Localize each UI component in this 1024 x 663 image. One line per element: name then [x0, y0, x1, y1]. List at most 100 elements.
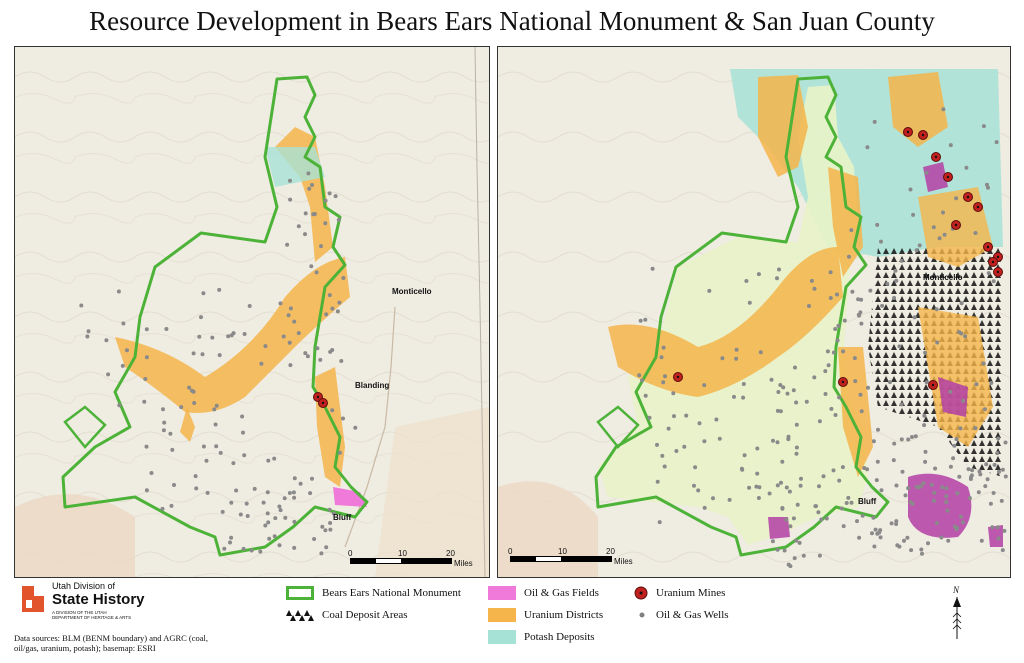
oil-gas-well	[982, 124, 986, 128]
oil-gas-well	[744, 279, 748, 283]
oil-gas-well	[860, 409, 864, 413]
oil-gas-well	[853, 356, 857, 360]
oil-gas-well	[648, 416, 652, 420]
oil-gas-well	[866, 386, 870, 390]
oil-gas-well	[946, 539, 950, 543]
oil-gas-well	[693, 465, 697, 469]
oil-gas-well	[935, 521, 939, 525]
oil-gas-well	[319, 551, 323, 555]
oil-gas-well	[170, 504, 174, 508]
oil-gas-well	[777, 268, 781, 272]
legend-label-uranium-mines: Uranium Mines	[656, 587, 725, 599]
oil-gas-well	[858, 310, 862, 314]
oil-gas-well	[776, 390, 780, 394]
oil-gas-well	[292, 320, 296, 324]
legend-uranium-mines: Uranium Mines	[634, 586, 725, 600]
oil-gas-well	[651, 267, 655, 271]
oil-gas-well	[145, 327, 149, 331]
oil-gas-well	[909, 188, 913, 192]
oil-gas-well	[992, 279, 996, 283]
oil-gas-well	[277, 505, 281, 509]
legend-label-uranium-districts: Uranium Districts	[524, 609, 603, 621]
oil-gas-well	[324, 312, 328, 316]
oil-gas-well	[771, 439, 775, 443]
oil-gas-well	[816, 510, 820, 514]
oil-gas-well	[948, 390, 952, 394]
oil-gas-well	[759, 350, 763, 354]
oil-gas-well	[145, 488, 149, 492]
uranium-mine-center	[947, 176, 949, 178]
map-left-panel[interactable]: Monticello Blanding Bluff 0 10 20 Miles	[14, 46, 490, 578]
oil-gas-well	[841, 465, 845, 469]
oil-gas-well	[172, 483, 176, 487]
oil-gas-well	[837, 395, 841, 399]
oil-gas-well	[795, 446, 799, 450]
oil-gas-well	[919, 548, 923, 552]
oil-gas-well	[253, 487, 257, 491]
oil-gas-well	[959, 515, 963, 519]
oil-gas-well	[910, 435, 914, 439]
oil-gas-well	[857, 536, 861, 540]
legend-label-coal: Coal Deposit Areas	[322, 609, 408, 621]
oil-gas-well	[242, 453, 246, 457]
oil-gas-well	[720, 356, 724, 360]
oil-gas-well	[933, 467, 937, 471]
oil-gas-well	[199, 315, 203, 319]
oil-gas-well	[795, 452, 799, 456]
oil-gas-well	[990, 525, 994, 529]
oilgas-field-aneth	[908, 474, 971, 538]
uranium-mine-center	[977, 206, 979, 208]
oil-gas-well	[187, 386, 191, 390]
oil-gas-well	[865, 145, 869, 149]
oil-gas-well	[837, 479, 841, 483]
oil-gas-well	[974, 231, 978, 235]
legend-swatch-wells	[638, 608, 648, 622]
north-arrow: N	[944, 585, 970, 641]
map-left-svg	[15, 47, 489, 577]
legend-swatch-potash	[488, 630, 516, 644]
scale-tick-0: 0	[348, 549, 352, 558]
oil-gas-well	[930, 483, 934, 487]
oil-gas-well	[841, 349, 845, 353]
uranium-mine-center	[967, 196, 969, 198]
oil-gas-well	[299, 482, 303, 486]
state-history-logo: Utah Division of State History A DIVISIO…	[18, 582, 198, 622]
oil-gas-well	[880, 488, 884, 492]
oil-gas-well	[241, 431, 245, 435]
oil-gas-well	[742, 382, 746, 386]
oil-gas-well	[757, 496, 761, 500]
north-arrow-icon	[944, 597, 970, 641]
oil-gas-well	[871, 516, 875, 520]
oil-gas-well	[849, 228, 853, 232]
oil-gas-well	[231, 461, 235, 465]
legend-coal: Coal Deposit Areas	[286, 608, 408, 622]
oil-gas-well	[943, 233, 947, 237]
oil-gas-well	[663, 374, 667, 378]
oil-gas-well	[952, 444, 956, 448]
oil-gas-well	[1004, 475, 1008, 479]
oil-gas-well	[740, 468, 744, 472]
oil-gas-well	[833, 327, 837, 331]
oil-gas-well	[674, 449, 678, 453]
oil-gas-well	[1001, 548, 1005, 552]
oil-gas-well	[818, 554, 822, 558]
oil-gas-well	[859, 393, 863, 397]
data-sources: Data sources: BLM (BENM boundary) and AG…	[14, 633, 234, 653]
oil-gas-well	[905, 536, 909, 540]
oil-gas-well	[900, 437, 904, 441]
oil-gas-well	[702, 383, 706, 387]
legend-uranium-districts: Uranium Districts	[488, 608, 603, 622]
oil-gas-well	[824, 392, 828, 396]
oil-gas-well	[210, 336, 214, 340]
oil-gas-well	[297, 224, 301, 228]
logo-top-text: Utah Division of	[52, 581, 115, 591]
map-right-panel[interactable]: Monticello Bluff 0 10 20 Miles	[497, 46, 1011, 578]
oil-gas-well	[793, 556, 797, 560]
oil-gas-well	[164, 327, 168, 331]
oil-gas-well	[926, 541, 930, 545]
oil-gas-well	[897, 344, 901, 348]
scale-bar-graphic	[510, 556, 612, 562]
oil-gas-well	[234, 489, 238, 493]
oil-gas-well	[192, 401, 196, 405]
oil-gas-well	[987, 271, 991, 275]
